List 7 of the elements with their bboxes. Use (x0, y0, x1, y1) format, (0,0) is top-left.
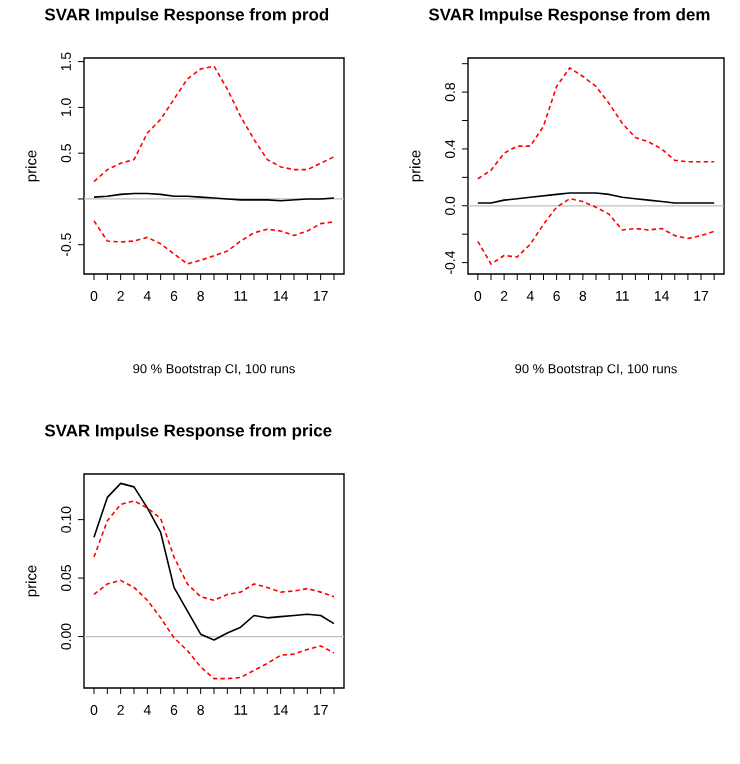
line-series (93, 500, 335, 602)
line-series (93, 482, 335, 641)
chart-title: SVAR Impulse Response from dem (428, 8, 710, 24)
line-series (477, 197, 715, 265)
chart-title: SVAR Impulse Response from price (44, 424, 332, 440)
line-series (93, 65, 335, 183)
chart-title: SVAR Impulse Response from prod (44, 8, 329, 24)
